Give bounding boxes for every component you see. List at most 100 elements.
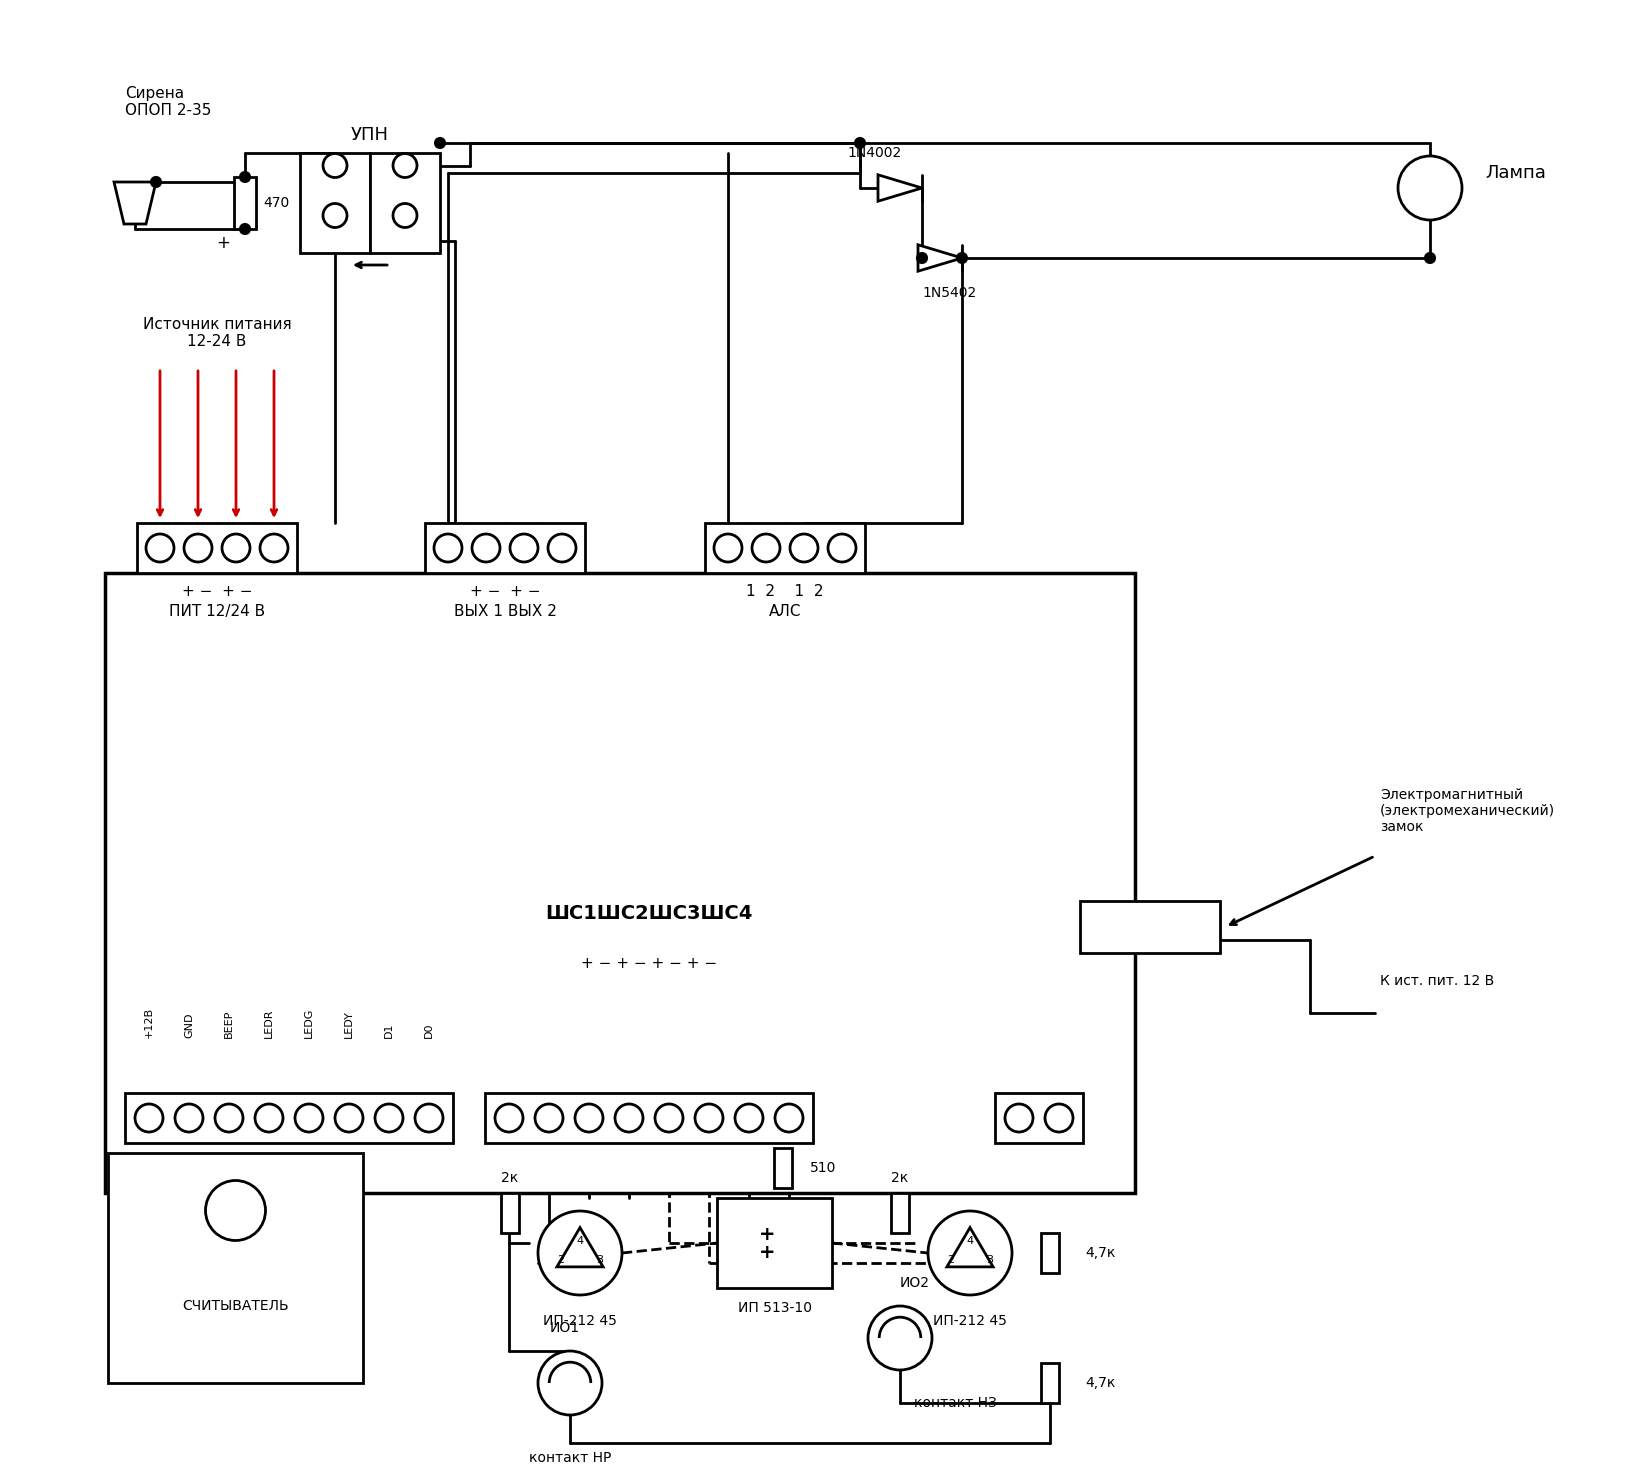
Circle shape [1004,1103,1033,1132]
Text: 1  2    1  2: 1 2 1 2 [746,583,823,599]
Text: +12В: +12В [144,1007,153,1038]
Text: ШС1ШС2ШС3ШС4: ШС1ШС2ШС3ШС4 [545,903,752,922]
Circle shape [790,534,818,562]
Text: + −  + −: + − + − [181,583,251,599]
Text: BEEP: BEEP [224,1010,233,1038]
Text: ИП-212 45: ИП-212 45 [543,1314,617,1327]
Circle shape [854,136,865,148]
Text: Источник питания
12-24 В: Источник питания 12-24 В [142,317,290,349]
Bar [501,1192,519,1232]
Circle shape [713,534,741,562]
Bar [994,1093,1082,1143]
Text: СЧИТЫВАТЕЛЬ: СЧИТЫВАТЕЛЬ [183,1299,289,1314]
Text: LEDY: LEDY [344,1010,354,1038]
Circle shape [238,171,251,182]
Circle shape [535,1103,563,1132]
Text: 2: 2 [947,1255,953,1265]
Text: D1: D1 [384,1022,393,1038]
Circle shape [1397,156,1461,219]
Bar [891,1192,909,1232]
Circle shape [752,534,780,562]
Text: 1N4002: 1N4002 [847,145,901,160]
Text: D0: D0 [424,1022,434,1038]
Bar [108,1152,362,1384]
Bar [137,523,297,572]
Text: контакт НЗ: контакт НЗ [912,1396,996,1410]
Bar [300,153,370,254]
Text: ИО1: ИО1 [550,1321,579,1335]
Bar [774,1148,792,1188]
Text: УПН: УПН [351,126,388,144]
Text: К ист. пит. 12 В: К ист. пит. 12 В [1379,974,1493,988]
Text: 4,7к: 4,7к [1084,1376,1115,1390]
Text: 3: 3 [986,1255,992,1265]
Bar [485,1093,813,1143]
Text: GND: GND [184,1013,194,1038]
Circle shape [509,534,537,562]
Circle shape [175,1103,202,1132]
Circle shape [537,1212,622,1295]
Text: LEDG: LEDG [304,1007,313,1038]
Text: 470: 470 [263,196,289,211]
Bar [233,176,256,228]
Circle shape [206,1180,266,1240]
Text: 3: 3 [596,1255,602,1265]
Circle shape [695,1103,723,1132]
Polygon shape [917,245,961,271]
Circle shape [255,1103,282,1132]
Text: + −  + −: + − + − [470,583,540,599]
Text: ИП-212 45: ИП-212 45 [932,1314,1007,1327]
Circle shape [215,1103,243,1132]
Text: 2к: 2к [891,1172,907,1185]
Text: ПИТ 12/24 В: ПИТ 12/24 В [168,604,264,618]
Circle shape [393,154,416,178]
Bar [424,523,584,572]
Circle shape [222,534,250,562]
Polygon shape [557,1228,602,1266]
Text: 1N5402: 1N5402 [922,286,976,300]
Text: 4: 4 [576,1237,583,1246]
Circle shape [323,203,346,227]
Text: ИП 513-10: ИП 513-10 [738,1301,811,1315]
Text: ИО2: ИО2 [899,1275,930,1290]
Circle shape [574,1103,602,1132]
Circle shape [259,534,287,562]
Circle shape [434,534,462,562]
Bar [370,153,439,254]
Text: Сирена
ОПОП 2-35: Сирена ОПОП 2-35 [126,86,211,119]
Text: +: + [759,1225,775,1244]
Bar [126,1093,452,1143]
Circle shape [295,1103,323,1132]
Circle shape [323,154,346,178]
Circle shape [775,1103,803,1132]
Polygon shape [947,1228,992,1266]
Text: 510: 510 [809,1161,836,1175]
Text: Лампа: Лампа [1483,165,1546,182]
Circle shape [494,1103,522,1132]
Text: 2: 2 [557,1255,563,1265]
Circle shape [415,1103,442,1132]
Circle shape [916,252,927,264]
Circle shape [955,252,968,264]
Circle shape [827,534,855,562]
Circle shape [184,534,212,562]
Text: +: + [215,234,230,252]
Text: 4: 4 [966,1237,973,1246]
Text: Электромагнитный
(электромеханический)
замок: Электромагнитный (электромеханический) з… [1379,787,1554,835]
Polygon shape [114,182,157,224]
Circle shape [1044,1103,1072,1132]
Circle shape [150,176,162,188]
Circle shape [393,203,416,227]
Circle shape [548,534,576,562]
Circle shape [654,1103,682,1132]
Text: +: + [759,1244,775,1262]
Circle shape [615,1103,643,1132]
Bar [1079,902,1219,954]
Text: ВЫХ 1 ВЫХ 2: ВЫХ 1 ВЫХ 2 [454,604,557,618]
Bar [104,572,1134,1192]
Circle shape [927,1212,1012,1295]
Circle shape [375,1103,403,1132]
Circle shape [135,1103,163,1132]
Bar [1040,1363,1058,1403]
Circle shape [868,1307,932,1370]
